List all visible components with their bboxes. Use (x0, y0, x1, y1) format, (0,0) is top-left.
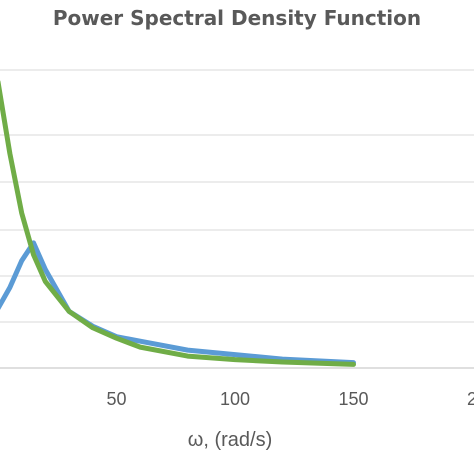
x-tick-label: 2 (467, 389, 474, 409)
x-tick-label: 50 (106, 389, 126, 409)
x-tick-label: 100 (220, 389, 250, 409)
gridlines (0, 69, 474, 369)
x-tick-labels: 50 100 150 2 (106, 389, 474, 409)
x-axis-title: ω, (rad/s) (188, 429, 273, 451)
series-line-1 (0, 240, 356, 366)
series-layer (0, 80, 356, 367)
series-line-2 (0, 80, 356, 367)
x-tick-label: 150 (338, 389, 368, 409)
chart-title: Power Spectral Density Function (52, 6, 422, 30)
